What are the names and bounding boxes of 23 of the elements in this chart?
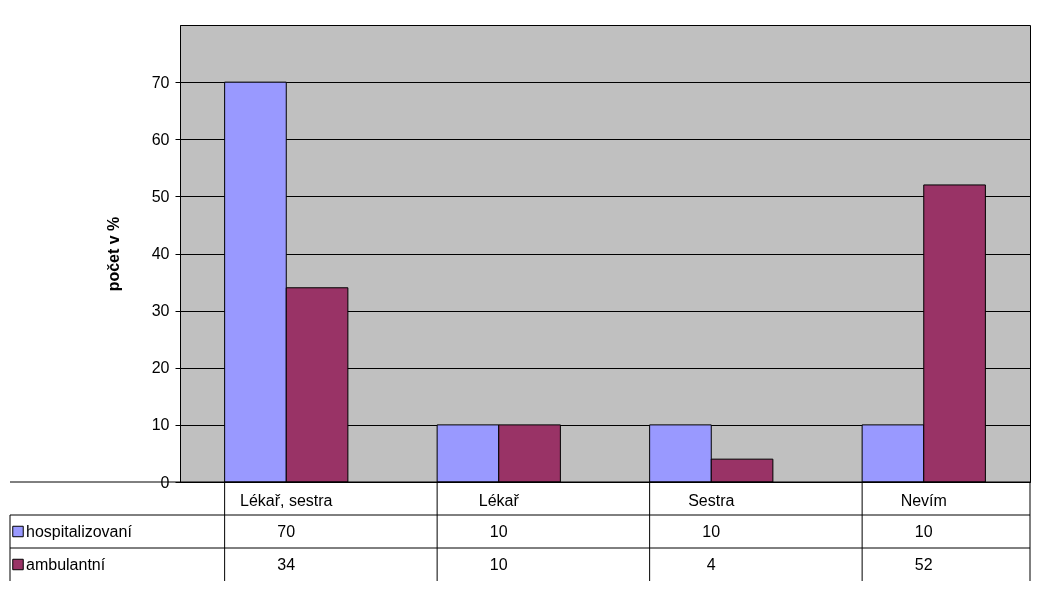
y-tick-label: 70 [151,73,170,91]
legend-label: hospitalizovaní [26,522,133,540]
y-tick-label: 20 [151,359,170,377]
y-tick-label: 30 [151,302,170,320]
data-label: 70 [277,522,296,540]
y-tick-label: 50 [151,187,170,205]
y-axis-title: počet v % [104,216,122,292]
x-tick-label: Sestra [688,491,735,509]
y-tick-label: 60 [151,130,170,148]
y-tick-label: 40 [151,245,170,262]
data-label: 10 [489,522,508,540]
data-label: 34 [277,555,296,573]
data-label: 10 [914,522,933,540]
data-label: 52 [914,555,933,573]
legend-label: ambulantní [26,555,106,573]
x-tick-label: Lékař, sestra [240,491,333,509]
x-tick-label: Lékař [478,491,520,509]
x-tick-label: Nevím [900,491,947,509]
data-label: 4 [706,555,716,573]
y-tick-label: 0 [160,473,170,491]
data-label: 10 [489,555,508,573]
data-label: 10 [702,522,721,540]
y-tick-label: 10 [151,416,170,434]
